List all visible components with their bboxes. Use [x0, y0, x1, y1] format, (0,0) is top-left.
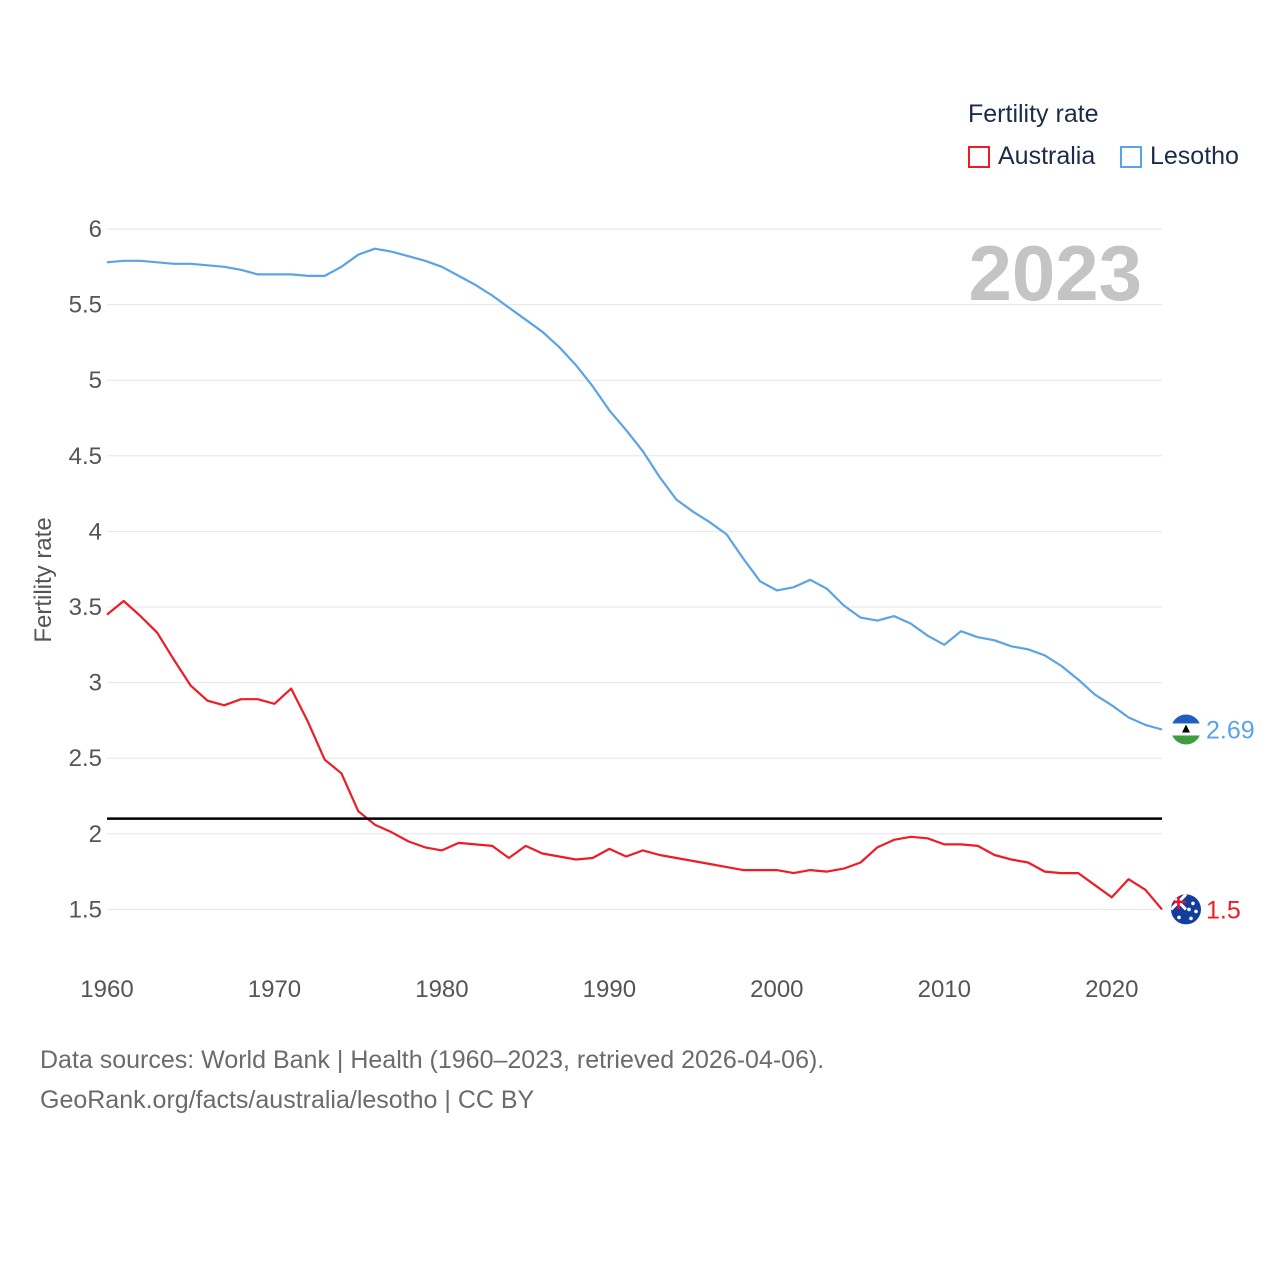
flag-star [1189, 916, 1193, 921]
flag-band [1171, 714, 1201, 724]
year-label: 2023 [968, 229, 1142, 317]
flag-band [1171, 735, 1201, 745]
flag-star [1187, 907, 1191, 912]
x-tick-label: 2020 [1085, 976, 1138, 1003]
legend-label: Lesotho [1150, 142, 1239, 170]
grid [107, 228, 1162, 910]
y-tick-label: 3.5 [69, 594, 102, 621]
y-tick-label: 2.5 [69, 745, 102, 772]
y-tick-label: 4.5 [69, 443, 102, 470]
flag-star [1191, 901, 1195, 906]
series-line-lesotho [106, 247, 1163, 731]
footer-sources: Data sources: World Bank | Health (1960–… [40, 1046, 825, 1074]
legend-label: Australia [998, 142, 1096, 170]
y-axis-label: Fertility rate [30, 517, 57, 643]
x-tick-label: 2000 [750, 976, 803, 1003]
x-tick-label: 1970 [248, 976, 301, 1003]
australia-flag-icon [1171, 894, 1201, 925]
end-value-label: 1.5 [1206, 896, 1241, 924]
y-tick-label: 1.5 [69, 896, 102, 923]
legend-item-lesotho[interactable]: Lesotho [1120, 142, 1239, 171]
legend-item-australia[interactable]: Australia [968, 142, 1095, 171]
legend-swatch [1120, 145, 1142, 168]
y-tick-label: 4 [89, 518, 102, 545]
y-tick-label: 6 [89, 216, 102, 243]
y-tick-label: 5 [89, 367, 102, 394]
y-tick-label: 3 [89, 670, 102, 697]
end-marker-australia [1171, 894, 1201, 925]
x-tick-label: 1960 [80, 976, 133, 1003]
x-tick-label: 1980 [415, 976, 468, 1003]
series-line-australia [106, 599, 1163, 911]
footer-link[interactable]: GeoRank.org/facts/australia/lesotho | CC… [40, 1086, 535, 1114]
series-layer [106, 247, 1163, 911]
legend-swatch [968, 145, 990, 168]
legend-title: Fertility rate [968, 100, 1099, 128]
x-tick-label: 1990 [583, 976, 636, 1003]
flag-emblem [1182, 724, 1190, 733]
x-axis: 1960 1970 1980 1990 2000 2010 2020 [80, 976, 1138, 1003]
lesotho-flag-icon [1171, 714, 1201, 745]
end-marker-lesotho [1171, 714, 1201, 745]
end-value-label: 2.69 [1206, 716, 1255, 744]
x-tick-label: 2010 [918, 976, 971, 1003]
end-markers: 1.5 2.69 [1171, 714, 1255, 925]
y-axis: 1.5 2 2.5 3 3.5 4 4.5 5 5.5 6 [69, 216, 102, 923]
flag-star [1194, 909, 1198, 914]
y-tick-label: 5.5 [69, 292, 102, 319]
y-tick-label: 2 [89, 821, 102, 848]
flag-star [1177, 915, 1181, 920]
